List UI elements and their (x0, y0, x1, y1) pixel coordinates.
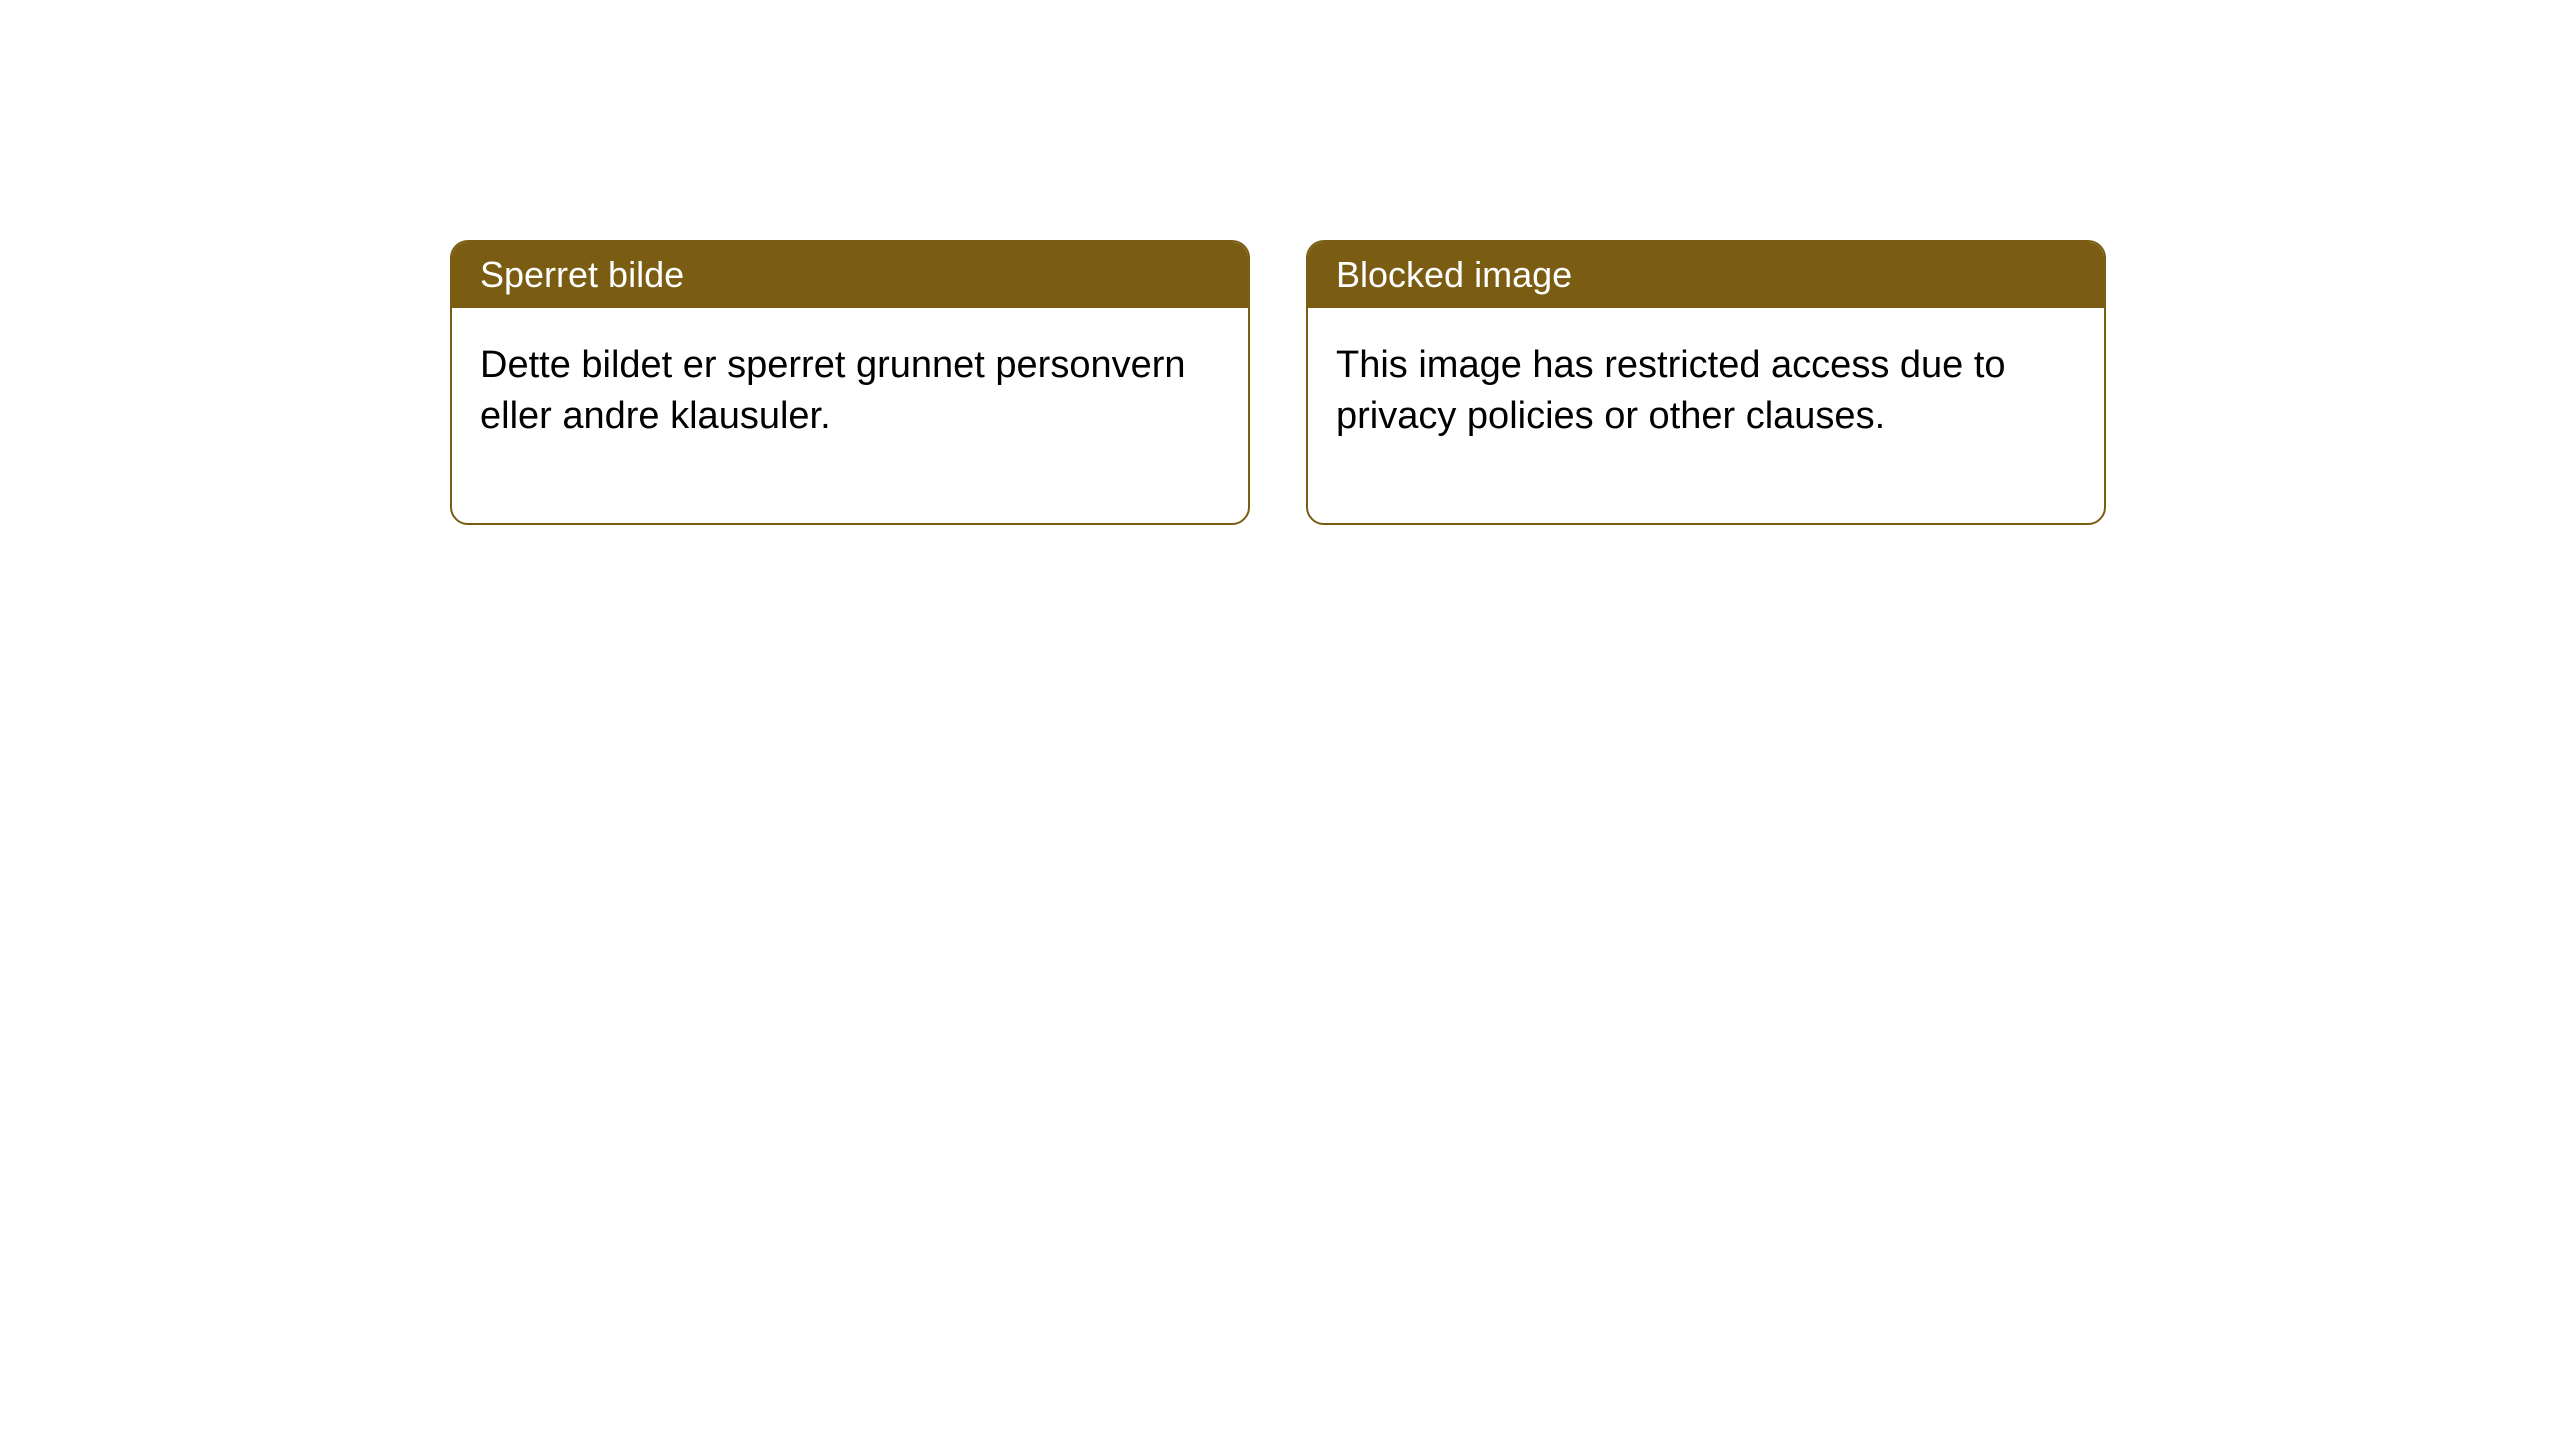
notice-body-english: This image has restricted access due to … (1308, 308, 2104, 523)
notice-container: Sperret bilde Dette bildet er sperret gr… (450, 240, 2106, 525)
notice-card-english: Blocked image This image has restricted … (1306, 240, 2106, 525)
notice-card-norwegian: Sperret bilde Dette bildet er sperret gr… (450, 240, 1250, 525)
notice-body-norwegian: Dette bildet er sperret grunnet personve… (452, 308, 1248, 523)
notice-title-norwegian: Sperret bilde (452, 242, 1248, 308)
notice-title-english: Blocked image (1308, 242, 2104, 308)
